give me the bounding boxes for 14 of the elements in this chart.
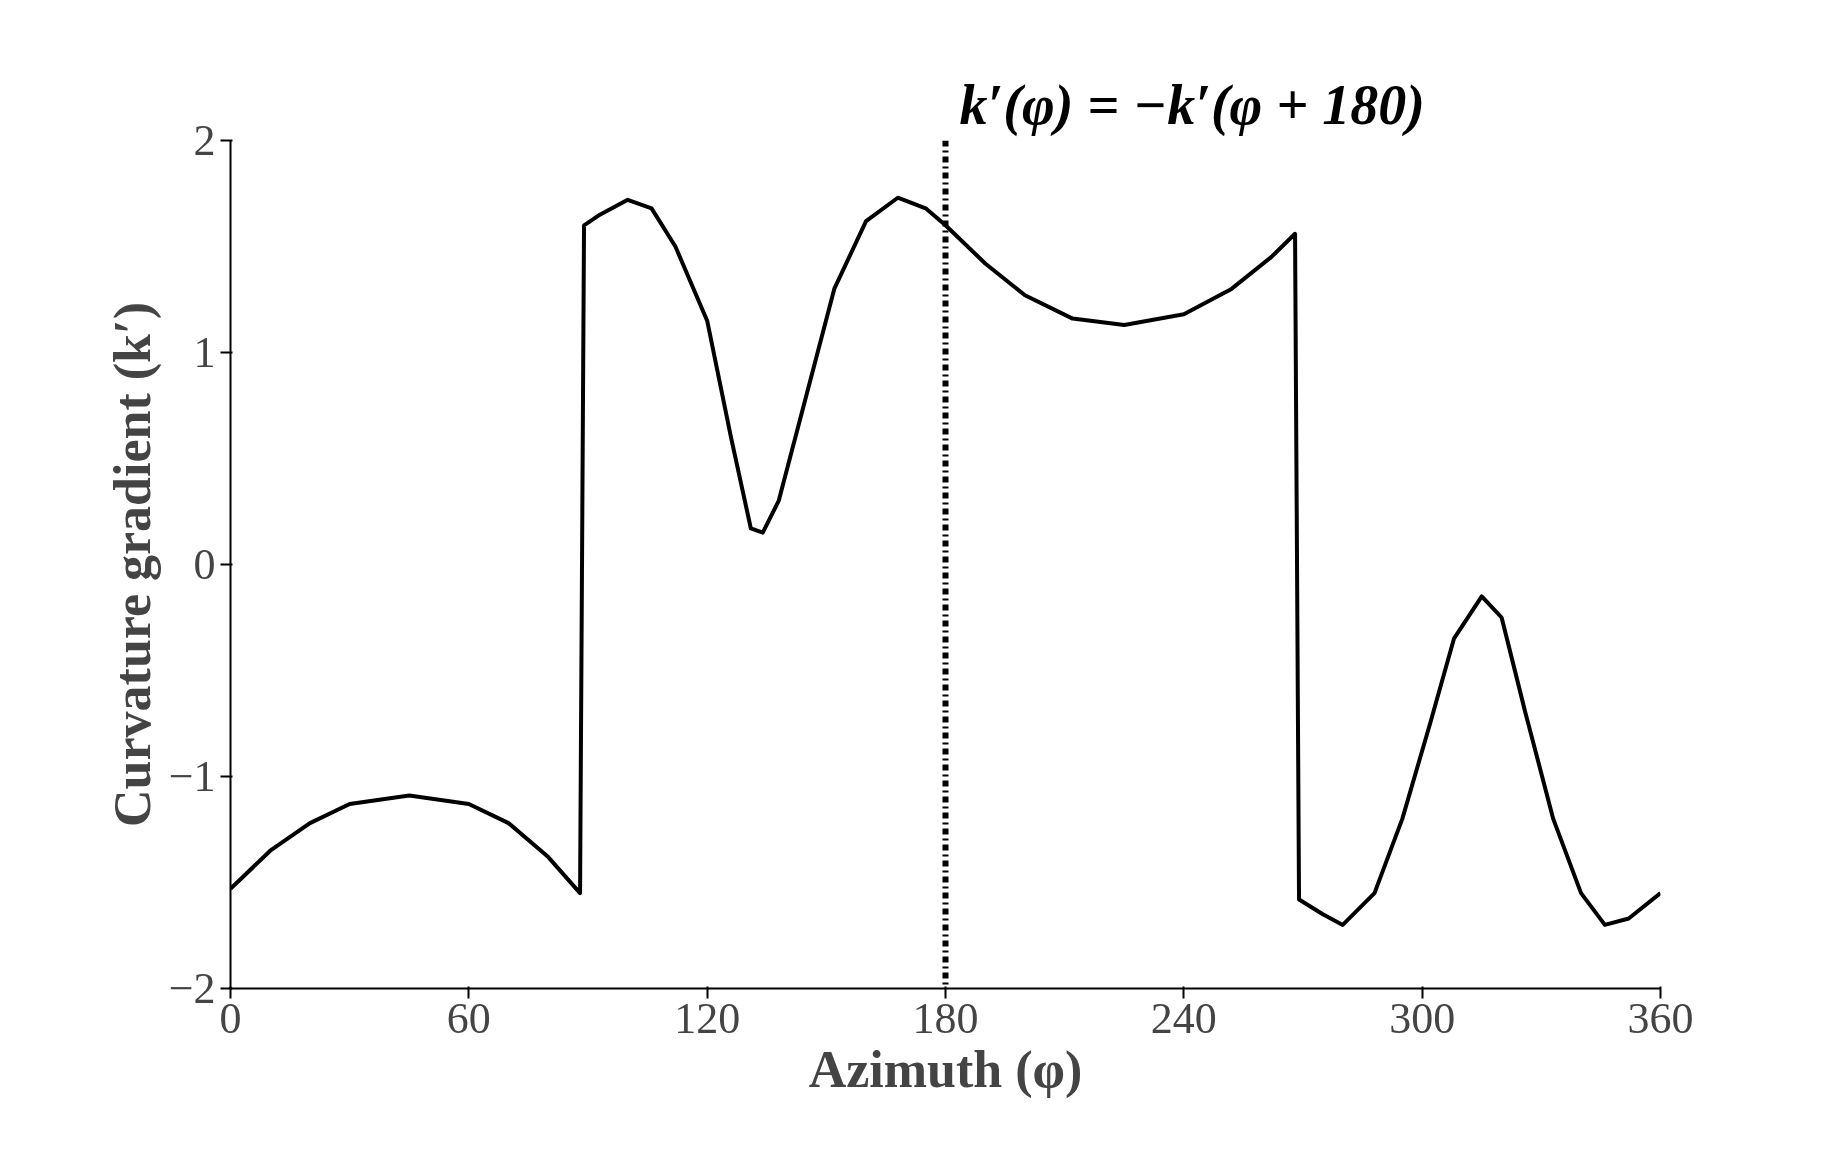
y-tick-label: 1 bbox=[193, 328, 216, 377]
y-tick-label: −2 bbox=[168, 964, 216, 1013]
y-tick-label: 2 bbox=[193, 116, 216, 165]
y-axis-title: Curvature gradient (k′) bbox=[103, 302, 162, 827]
x-tick-label: 360 bbox=[1627, 993, 1694, 1043]
x-tick-label: 300 bbox=[1389, 993, 1456, 1043]
x-tick-label: 60 bbox=[446, 993, 491, 1043]
x-axis-title: Azimuth (φ) bbox=[808, 1040, 1083, 1099]
x-tick-label: 180 bbox=[912, 993, 979, 1043]
ref-line-label: k′(φ) = −k′(φ + 180) bbox=[959, 73, 1425, 137]
x-tick-label: 240 bbox=[1150, 993, 1217, 1043]
x-tick-label: 120 bbox=[674, 993, 741, 1043]
y-tick-label: −1 bbox=[168, 752, 216, 801]
y-tick-label: 0 bbox=[193, 540, 216, 589]
